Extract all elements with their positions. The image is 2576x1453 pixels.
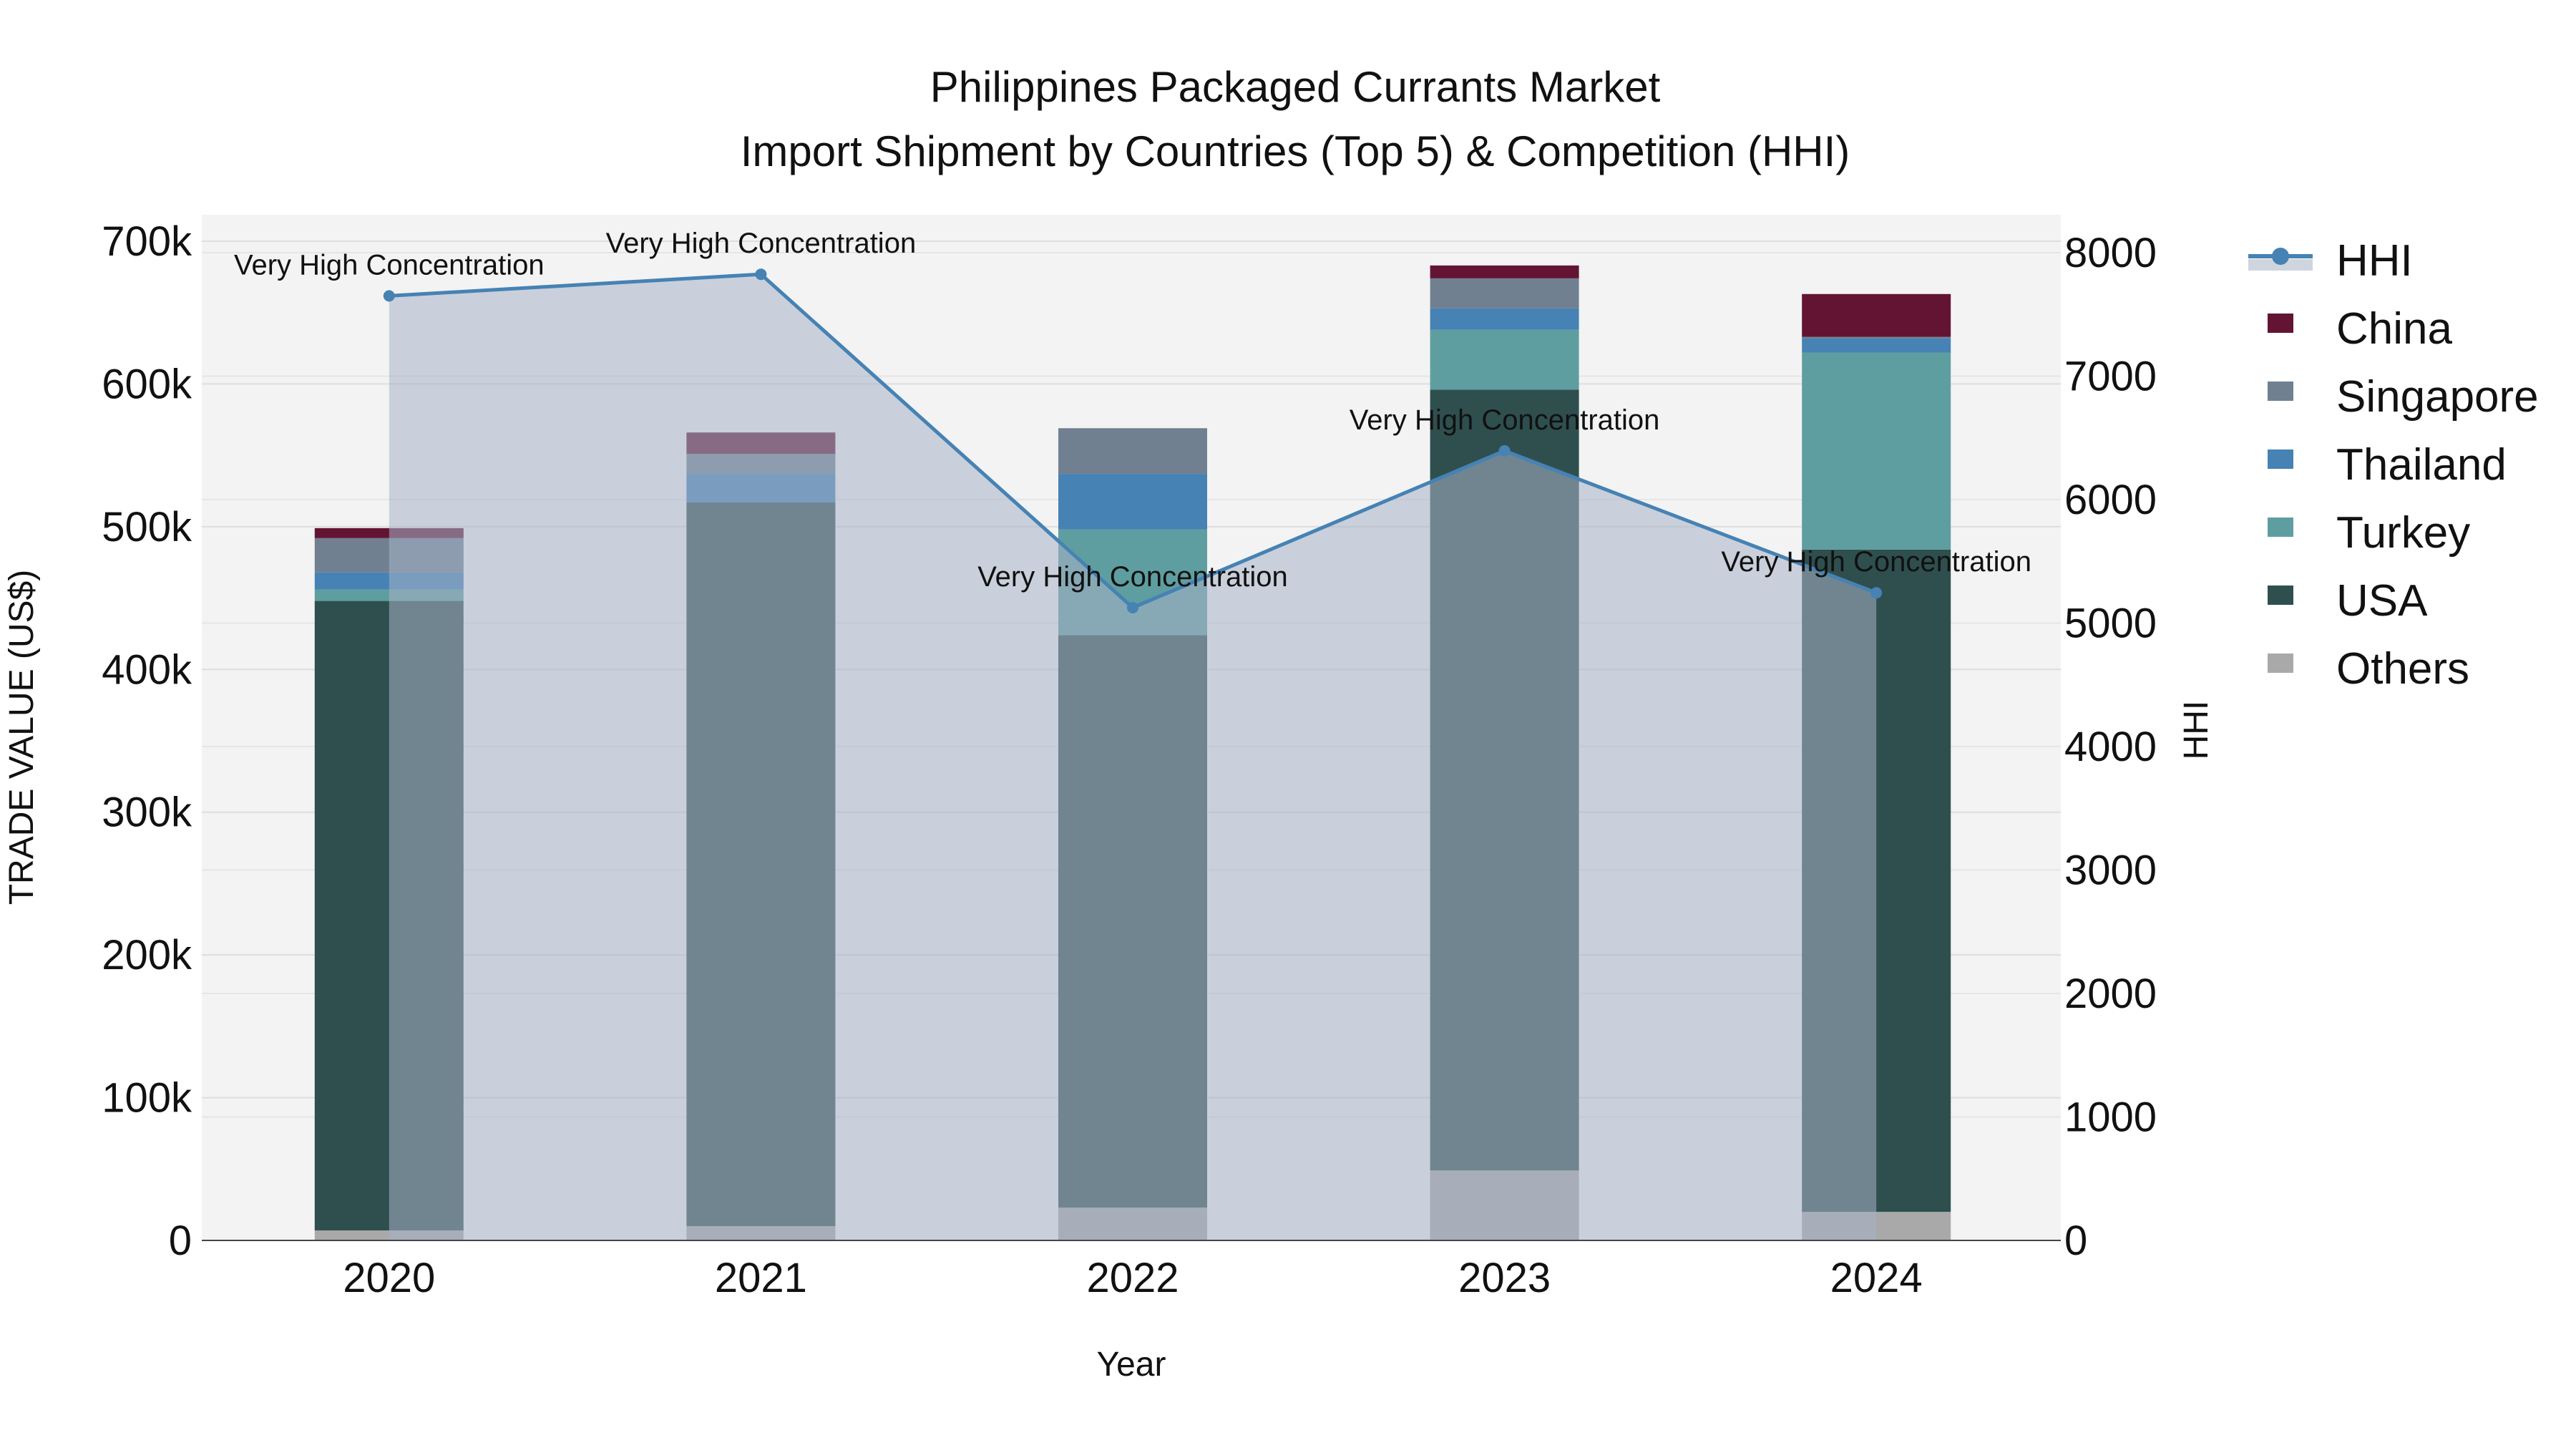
y-tick-label: 300k (102, 789, 192, 836)
legend-label: Others (2336, 644, 2469, 694)
legend-swatch-singapore (2268, 382, 2293, 401)
y-tick-label: 600k (102, 361, 192, 407)
y-tick-label: 200k (102, 932, 192, 978)
y-tick-label: 500k (102, 504, 192, 550)
y-tick-label: 100k (102, 1075, 192, 1122)
y2-tick-label: 4000 (2064, 724, 2157, 770)
y2-tick-label: 7000 (2064, 354, 2157, 400)
legend-swatch-usa (2268, 585, 2293, 605)
bar-turkey-2024 (1802, 352, 1951, 550)
legend-label: HHI (2336, 236, 2413, 286)
hhi-annotation: Very High Concentration (1350, 404, 1660, 436)
legend: HHI China Singapore Thailand Turkey USA Others (2248, 236, 2539, 694)
x-tick-label: 2020 (343, 1255, 435, 1301)
x-tick-label: 2024 (1830, 1255, 1923, 1301)
bar-singapore-2023 (1430, 278, 1579, 308)
bar-singapore-2022 (1058, 428, 1207, 475)
hhi-point-2023 (1498, 444, 1511, 457)
chart-subtitle: Import Shipment by Countries (Top 5) & C… (741, 127, 1850, 175)
y2-tick-label: 5000 (2064, 601, 2157, 647)
hhi-point-2020 (383, 290, 395, 302)
x-tick-label: 2022 (1086, 1255, 1179, 1301)
legend-label: USA (2336, 576, 2428, 626)
legend-swatch-others (2268, 653, 2293, 673)
x-tick-label: 2023 (1458, 1255, 1551, 1301)
x-axis-title: Year (1097, 1346, 1166, 1384)
y-tick-label: 700k (102, 218, 192, 265)
legend-label: Turkey (2336, 508, 2470, 558)
y-tick-label: 400k (102, 646, 192, 693)
bar-turkey-2023 (1430, 329, 1579, 390)
y2-axis-ticks: 0 1000 2000 3000 4000 5000 6000 7000 8000 (2064, 230, 2157, 1264)
legend-label: Thailand (2336, 440, 2507, 490)
bar-thailand-2024 (1802, 338, 1951, 353)
legend-swatch-china (2268, 314, 2293, 333)
y-axis-title: TRADE VALUE (US$) (3, 570, 41, 905)
hhi-series: Very High Concentration Very High Concent… (234, 228, 2031, 1240)
legend-hhi-marker (2272, 248, 2289, 265)
hhi-point-2021 (755, 268, 767, 281)
bar-china-2024 (1802, 293, 1951, 337)
y2-tick-label: 0 (2064, 1218, 2087, 1264)
bar-china-2023 (1430, 265, 1579, 278)
hhi-area (389, 274, 1877, 1240)
bar-singapore-2024 (1802, 336, 1951, 339)
hhi-annotation: Very High Concentration (977, 561, 1288, 593)
hhi-point-2022 (1127, 601, 1138, 613)
x-tick-label: 2021 (715, 1255, 807, 1301)
bar-thailand-2022 (1058, 474, 1207, 530)
hhi-point-2024 (1870, 587, 1883, 599)
y-axis-ticks: 0 100k 200k 300k 400k 500k 600k 700k (102, 218, 192, 1264)
y2-tick-label: 3000 (2064, 847, 2157, 894)
y2-tick-label: 1000 (2064, 1094, 2157, 1141)
legend-swatch-thailand (2268, 449, 2293, 469)
y2-tick-label: 6000 (2064, 477, 2157, 523)
chart-title: Philippines Packaged Currants Market (930, 63, 1661, 111)
legend-label: China (2336, 304, 2453, 354)
legend-label: Singapore (2336, 372, 2539, 422)
hhi-annotation: Very High Concentration (234, 249, 545, 281)
y2-tick-label: 8000 (2064, 230, 2157, 276)
y2-axis-title: HHI (2177, 701, 2215, 760)
y2-tick-label: 2000 (2064, 971, 2157, 1017)
hhi-annotation: Very High Concentration (606, 228, 917, 259)
legend-swatch-turkey (2268, 517, 2293, 537)
y-tick-label: 0 (169, 1218, 192, 1264)
x-axis-ticks: 2020 2021 2022 2023 2024 (343, 1255, 1922, 1301)
bar-thailand-2023 (1430, 308, 1579, 330)
hhi-annotation: Very High Concentration (1721, 546, 2031, 578)
